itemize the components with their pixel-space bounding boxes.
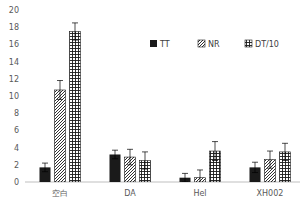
y-tick bbox=[22, 182, 25, 183]
y-tick-label: 2 bbox=[14, 161, 19, 170]
bar bbox=[55, 90, 66, 182]
y-tick-label: 18 bbox=[9, 23, 19, 32]
y-tick-label: 8 bbox=[14, 109, 19, 118]
plot-area bbox=[40, 23, 291, 182]
legend-swatch bbox=[198, 40, 205, 47]
error-bar bbox=[112, 150, 118, 159]
y-tick bbox=[22, 164, 25, 165]
bar bbox=[70, 32, 81, 183]
error-bar bbox=[142, 152, 148, 169]
y-tick bbox=[22, 130, 25, 131]
legend-label: NR bbox=[208, 40, 220, 49]
error-bar bbox=[212, 142, 218, 161]
y-tick-label: 6 bbox=[14, 126, 19, 135]
error-bar bbox=[57, 81, 63, 100]
error-bar bbox=[267, 151, 273, 168]
y-tick bbox=[22, 96, 25, 97]
y-tick-label: 16 bbox=[9, 40, 19, 49]
y-tick-label: 14 bbox=[9, 58, 19, 67]
y-tick bbox=[22, 61, 25, 62]
y-tick bbox=[22, 10, 25, 11]
error-bar bbox=[127, 149, 133, 164]
error-bar bbox=[182, 173, 188, 182]
error-bar bbox=[252, 162, 258, 172]
x-tick-label: XH002 bbox=[257, 189, 284, 198]
x-tick-label: Hel bbox=[193, 189, 206, 198]
legend-swatch bbox=[245, 40, 252, 47]
legend-label: TT bbox=[159, 40, 170, 49]
error-bar bbox=[42, 163, 48, 172]
x-tick-label: 空白 bbox=[52, 189, 68, 198]
y-tick bbox=[22, 27, 25, 28]
error-bar bbox=[282, 143, 288, 160]
error-bar bbox=[197, 170, 203, 182]
error-bar bbox=[72, 23, 78, 40]
y-tick-label: 10 bbox=[9, 92, 19, 101]
y-tick bbox=[22, 78, 25, 79]
y-tick-label: 4 bbox=[14, 144, 19, 153]
y-tick bbox=[22, 147, 25, 148]
x-tick-label: DA bbox=[124, 189, 136, 198]
y-tick bbox=[22, 44, 25, 45]
y-tick bbox=[22, 113, 25, 114]
y-tick-label: 12 bbox=[9, 75, 19, 84]
legend-label: DT/10 bbox=[255, 40, 279, 49]
legend-swatch bbox=[150, 40, 157, 47]
y-tick-label: 0 bbox=[14, 178, 19, 187]
y-tick-label: 20 bbox=[9, 6, 19, 15]
